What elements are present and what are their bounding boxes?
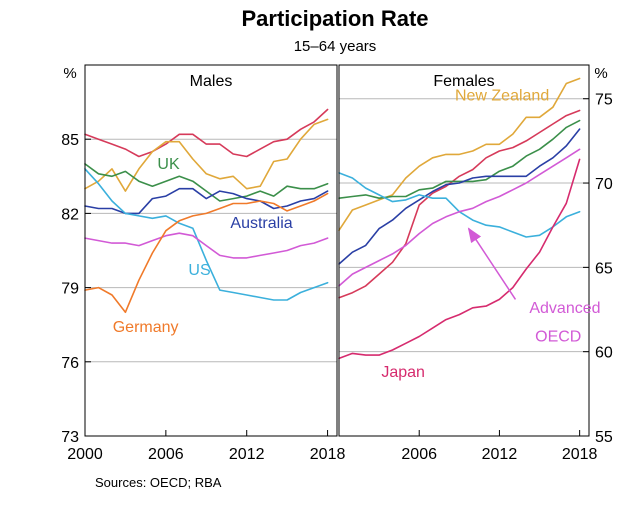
series-label-us: US	[188, 262, 210, 279]
right-y-tick-label: 75	[595, 92, 613, 109]
series-label-australia: Australia	[230, 215, 292, 232]
left-y-tick-label: 82	[61, 206, 79, 223]
series-label-oecd: OECD	[535, 329, 581, 346]
series-label-uk: UK	[157, 156, 180, 173]
source-note: Sources: OECD; RBA	[95, 475, 222, 490]
left-y-tick-label: 73	[61, 429, 79, 446]
males-series-line-us	[84, 168, 329, 301]
x-tick-label: 2006	[148, 446, 184, 463]
females-series-line-new-zealand	[338, 77, 581, 232]
left-y-tick-label: 85	[61, 132, 79, 149]
x-tick-label: 2000	[67, 446, 103, 463]
males-panel-title: Males	[190, 73, 233, 90]
females-panel-frame	[338, 64, 590, 437]
males-series-line-new-zealand	[84, 118, 329, 192]
females-series-line-advanced-oecd	[338, 148, 581, 287]
x-tick-label: 2018	[562, 446, 598, 463]
males-series-line-germany	[84, 192, 329, 314]
left-unit-label: %	[63, 65, 76, 82]
plot-layer: Males 2000 2006 2012 2018 73 76 79 82 85 UK Austral…	[61, 64, 613, 463]
advanced-oecd-arrow	[467, 227, 517, 300]
series-label-advanced: Advanced	[529, 300, 600, 317]
right-unit-label: %	[594, 65, 607, 82]
females-series-line-males_top	[338, 109, 581, 299]
males-series-line-advanced-oecd	[84, 232, 329, 259]
right-y-tick-label: 60	[595, 345, 613, 362]
females-series-line-australia	[338, 128, 581, 265]
chart-title: Participation Rate	[241, 6, 428, 31]
females-series-line-japan	[338, 158, 581, 360]
males-panel-frame	[84, 64, 338, 437]
left-y-tick-label: 79	[61, 281, 79, 298]
series-label-germany: Germany	[113, 319, 179, 336]
series-label-japan: Japan	[381, 364, 425, 381]
females-series-line-uk	[338, 119, 581, 199]
chart-subtitle: 15–64 years	[294, 38, 377, 55]
males-series-line-uk	[84, 163, 329, 202]
males-series-line-males_top	[84, 108, 329, 158]
x-tick-label: 2012	[482, 446, 518, 463]
x-tick-label: 2006	[401, 446, 437, 463]
males-panel: Males 2000 2006 2012 2018 73 76 79 82 85 UK Austral…	[61, 64, 346, 463]
series-label-new-zealand: New Zealand	[455, 87, 549, 104]
x-tick-label: 2012	[229, 446, 265, 463]
left-y-tick-label: 76	[61, 355, 79, 372]
right-y-tick-label: 65	[595, 260, 613, 277]
right-y-tick-label: 55	[595, 429, 613, 446]
females-panel-title: Females	[433, 73, 494, 90]
right-y-tick-label: 70	[595, 176, 613, 193]
x-tick-label: 2018	[310, 446, 346, 463]
